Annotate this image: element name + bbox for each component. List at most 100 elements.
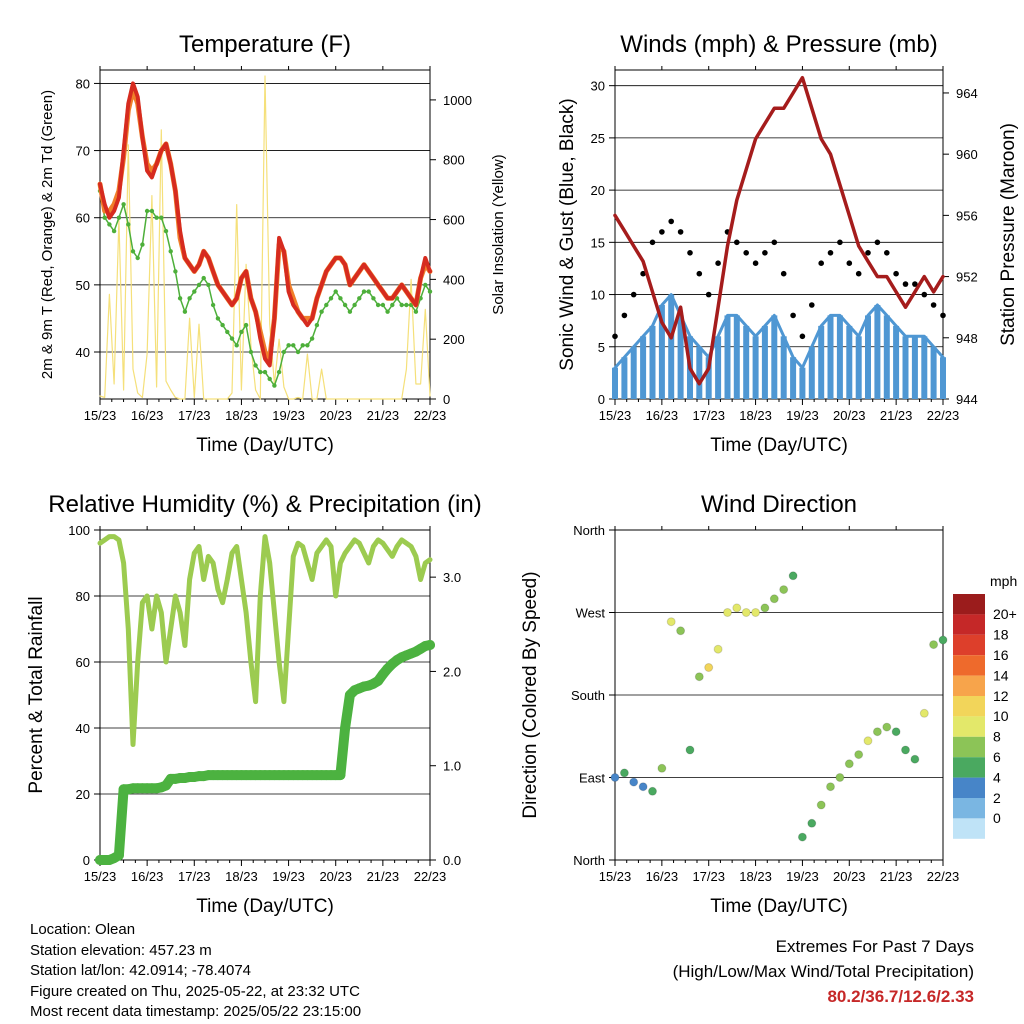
x-tick-label: 21/23: [367, 408, 400, 423]
dewpoint-point: [404, 302, 409, 308]
direction-point: [797, 832, 807, 842]
dewpoint-point: [385, 309, 390, 314]
gust-point: [771, 239, 778, 246]
extremes-box: Extremes For Past 7 Days (High/Low/Max W…: [673, 934, 974, 1009]
y2-tick-label: 1000: [443, 93, 472, 108]
plot-frame: [99, 529, 431, 861]
dewpoint-point: [243, 322, 249, 328]
y-tick-label: 80: [76, 76, 90, 91]
precip-point: [113, 850, 124, 861]
x-tick-label: 22/23: [927, 408, 960, 423]
x-tick-label: 17/23: [692, 408, 725, 423]
direction-point: [891, 727, 901, 737]
dewpoint-point: [149, 208, 155, 214]
gust-point: [668, 218, 674, 225]
dewpoint-point: [187, 296, 192, 301]
location-text: Location: Olean: [30, 921, 136, 938]
dewpoint-point: [248, 349, 254, 355]
x-tick-label: 21/23: [880, 408, 913, 423]
dewpoint-point: [286, 343, 291, 348]
dewpoint-point: [130, 249, 136, 254]
colorbar-label: 4: [993, 769, 1001, 785]
x-tick-label: 16/23: [646, 408, 679, 423]
x-axis-label: Time (Day/UTC): [196, 896, 334, 917]
direction-point: [872, 727, 882, 737]
colorbar-swatch: [953, 634, 985, 656]
gust-point: [893, 270, 899, 277]
wind-bar: [921, 336, 928, 399]
direction-point: [676, 626, 686, 636]
y2-tick-label: 200: [443, 332, 465, 347]
dewpoint-point: [272, 383, 277, 388]
direction-point: [854, 750, 864, 760]
direction-point: [666, 617, 676, 627]
winds-pressure-panel: Winds (mph) & Pressure (mb) 15/23 16/23 17/…: [557, 31, 1019, 456]
y-axis-label: Sonic Wind & Gust (Blue, Black): [557, 98, 578, 370]
chart-title: Relative Humidity (%) & Precipitation (i…: [48, 491, 481, 518]
dewpoint-point: [342, 302, 348, 308]
temp-9m-line: [97, 87, 433, 362]
dewpoint-point: [262, 369, 268, 375]
dewpoint-point: [107, 222, 112, 227]
gust-point: [762, 250, 768, 256]
dewpoint-point: [234, 343, 239, 348]
y-tick-label: 20: [76, 787, 90, 802]
x-tick-label: 19/23: [786, 869, 819, 884]
direction-point: [769, 594, 779, 604]
wind-bar: [818, 325, 825, 399]
wind-bar: [715, 336, 722, 399]
colorbar-label: 14: [993, 667, 1009, 683]
dewpoint-point: [375, 302, 381, 308]
wind-bar: [612, 367, 618, 399]
gust-point: [799, 333, 806, 340]
y-tick-label: 40: [76, 345, 90, 360]
x-tick-label: 19/23: [272, 408, 305, 423]
y2-axis-label: Solar Insolation (Yellow): [490, 154, 507, 314]
gust-point: [715, 260, 721, 267]
colorbar-label: 10: [993, 708, 1009, 724]
y2-tick-label: 0.0: [443, 853, 461, 868]
extremes-title: Extremes For Past 7 Days: [775, 937, 974, 956]
dewpoint-point: [314, 322, 320, 328]
direction-point: [723, 608, 732, 617]
dewpoint-point: [192, 289, 197, 294]
x-tick-label: 22/23: [927, 869, 960, 884]
x-tick-label: 15/23: [599, 408, 632, 423]
y-tick-label: North: [573, 523, 605, 538]
y2-tick-label: 600: [443, 213, 465, 228]
colorbar-swatch: [953, 798, 985, 819]
direction-point: [648, 786, 657, 796]
pressure-line: [613, 75, 945, 386]
wind-bar: [621, 357, 628, 399]
direction-point: [704, 663, 714, 672]
dewpoint-point: [324, 302, 329, 308]
colorbar-swatch: [953, 736, 985, 758]
wind-bar: [677, 315, 684, 399]
dewpoint-point: [201, 275, 206, 281]
gust-point: [630, 291, 637, 298]
x-tick-label: 22/23: [414, 869, 447, 884]
y2-tick-label: 960: [956, 147, 978, 162]
gust-point: [809, 302, 815, 308]
gust-point: [659, 229, 665, 235]
extremes-subtitle: (High/Low/Max Wind/Total Precipitation): [672, 962, 974, 981]
wind-line: [613, 293, 945, 370]
dewpoint-point: [229, 336, 235, 341]
y2-tick-label: 944: [956, 392, 978, 407]
dewpoint-point: [361, 289, 367, 294]
x-tick-label: 18/23: [225, 408, 258, 423]
x-tick-label: 17/23: [178, 408, 211, 423]
wind-bar: [640, 336, 647, 399]
x-tick-label: 16/23: [646, 869, 679, 884]
wind-bar: [940, 357, 946, 399]
wind-bar: [630, 346, 637, 399]
x-axis-label: Time (Day/UTC): [196, 435, 334, 456]
dewpoint-point: [177, 296, 183, 301]
direction-point: [619, 768, 629, 778]
dewpoint-point: [144, 208, 150, 214]
gust-point: [855, 270, 862, 277]
gust-point: [621, 312, 628, 319]
wind-bar: [846, 325, 853, 399]
y-axis-label: 2m & 9m T (Red, Orange) & 2m Td (Green): [39, 90, 56, 379]
y2-tick-label: 400: [443, 272, 465, 287]
